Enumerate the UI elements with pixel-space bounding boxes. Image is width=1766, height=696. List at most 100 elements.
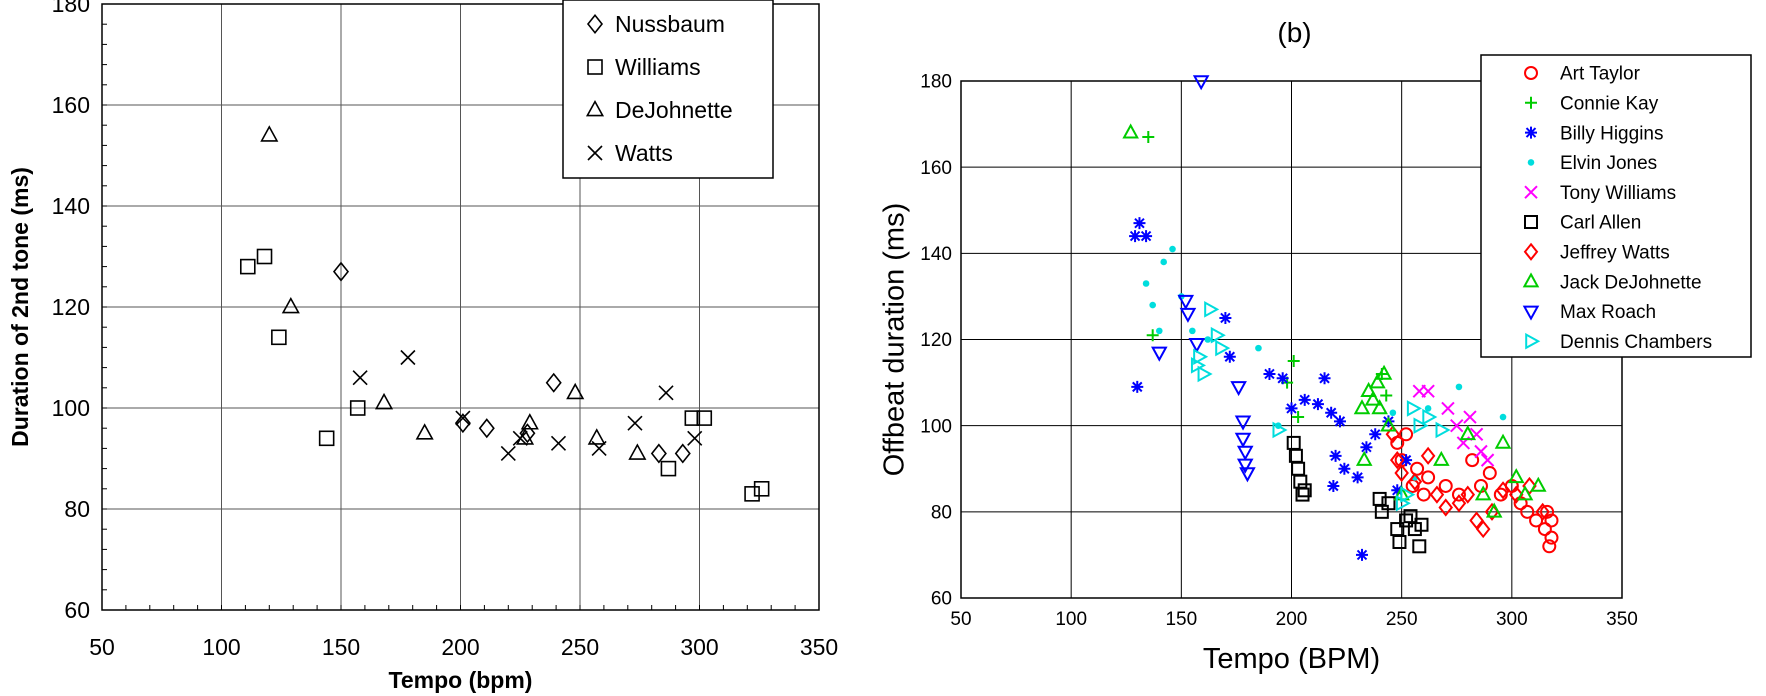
- data-point: [1529, 513, 1544, 528]
- data-point: [658, 385, 674, 401]
- data-point: [1263, 367, 1276, 380]
- data-point: [1351, 471, 1364, 484]
- legend-marker: [587, 145, 603, 161]
- series-nussbaum: [332, 261, 691, 464]
- left-chart: 50 100 150 200 250 300 350 60 80 100 120 140 160 180 T…: [7, 0, 838, 693]
- data-point: [1424, 405, 1432, 412]
- series-max-roach: [1151, 75, 1256, 483]
- data-point: [1230, 381, 1247, 397]
- legend-label: Connie Kay: [1560, 93, 1659, 114]
- data-point: [1223, 350, 1236, 363]
- y-axis-label: Duration of 2nd tone (ms): [7, 167, 33, 447]
- legend-marker: [1525, 126, 1537, 139]
- data-point: [1375, 364, 1393, 380]
- data-point: [1433, 450, 1450, 466]
- data-point: [1435, 421, 1451, 439]
- data-point: [1234, 432, 1252, 448]
- data-point: [1133, 217, 1146, 230]
- data-point: [628, 443, 647, 460]
- data-point: [1451, 494, 1467, 513]
- y-tick-label: 100: [920, 416, 952, 437]
- legend-label: Elvin Jones: [1560, 153, 1657, 174]
- right-chart: 50 100 150 200 250 300 350 60 80 100 120 140 160 180 T…: [879, 17, 1752, 675]
- data-point: [1295, 487, 1310, 502]
- data-point: [1156, 327, 1163, 335]
- data-point: [1441, 401, 1455, 416]
- data-point: [374, 392, 394, 410]
- data-point: [1485, 502, 1503, 518]
- data-point: [587, 428, 606, 445]
- data-points: [1122, 75, 1559, 561]
- data-point: [744, 486, 760, 502]
- data-point: [1394, 463, 1409, 483]
- legend-marker: [1525, 96, 1537, 109]
- data-point: [349, 400, 366, 416]
- data-point: [1297, 483, 1312, 498]
- x-tick-label: 200: [441, 634, 479, 660]
- legend-label: Tony Williams: [1560, 183, 1676, 204]
- data-point: [1407, 472, 1423, 491]
- data-point: [1474, 444, 1488, 459]
- data-point: [455, 410, 471, 426]
- data-point: [1142, 280, 1150, 287]
- x-tick-label: 200: [1276, 609, 1308, 630]
- legend: Nussbaum Williams DeJohnette Watts: [562, 0, 774, 179]
- y-tick-label: 180: [920, 72, 952, 93]
- axes-frame: [101, 3, 820, 611]
- data-point: [1355, 450, 1373, 466]
- data-point: [1508, 485, 1524, 504]
- data-point: [512, 430, 528, 446]
- data-point: [1459, 425, 1477, 441]
- data-point: [1413, 417, 1429, 434]
- x-tick-label: 50: [950, 609, 971, 630]
- data-point: [1239, 467, 1256, 483]
- series-carl-allen: [1286, 435, 1429, 554]
- data-point: [1193, 348, 1209, 366]
- data-point: [1540, 504, 1555, 519]
- data-point: [1371, 399, 1388, 415]
- data-point: [1465, 453, 1480, 468]
- data-point: [1544, 530, 1559, 545]
- data-point: [1219, 311, 1232, 324]
- data-point: [1160, 258, 1168, 266]
- data-point: [1438, 498, 1454, 517]
- data-point: [1287, 355, 1300, 368]
- data-point: [1210, 326, 1226, 344]
- data-point: [1389, 451, 1405, 470]
- data-point: [1382, 415, 1395, 428]
- data-point: [1499, 413, 1507, 421]
- data-point: [1495, 481, 1511, 500]
- data-point: [271, 329, 287, 346]
- data-point: [1333, 415, 1346, 428]
- data-point: [1192, 75, 1210, 91]
- y-tick-label: 180: [52, 0, 90, 17]
- data-point: [1329, 449, 1342, 462]
- data-point: [1392, 534, 1407, 549]
- data-point: [1429, 485, 1445, 504]
- data-point: [1475, 519, 1491, 539]
- data-point: [1151, 346, 1168, 362]
- data-point: [696, 410, 713, 426]
- data-point: [1380, 416, 1397, 432]
- x-axis-label: Tempo (BPM): [1203, 643, 1380, 675]
- legend-label: Max Roach: [1560, 302, 1656, 323]
- data-point: [1535, 502, 1550, 521]
- legend-marker: [587, 59, 603, 75]
- data-point: [1255, 344, 1262, 352]
- x-tick-label: 100: [202, 634, 240, 660]
- legend-label: Nussbaum: [615, 11, 725, 37]
- data-point: [1421, 470, 1436, 485]
- legend-marker: [1524, 66, 1538, 80]
- data-point: [1325, 406, 1338, 419]
- data-point: [566, 382, 585, 400]
- y-tick-label: 160: [920, 158, 952, 179]
- chart-title: (b): [1277, 17, 1311, 48]
- data-point: [1369, 373, 1386, 389]
- data-point: [1438, 478, 1453, 493]
- data-point: [674, 443, 691, 464]
- legend-label: Watts: [615, 140, 673, 166]
- y-tick-label: 140: [920, 244, 952, 265]
- data-point: [1516, 485, 1534, 501]
- data-point: [1369, 428, 1382, 441]
- legend-marker: [1522, 272, 1540, 288]
